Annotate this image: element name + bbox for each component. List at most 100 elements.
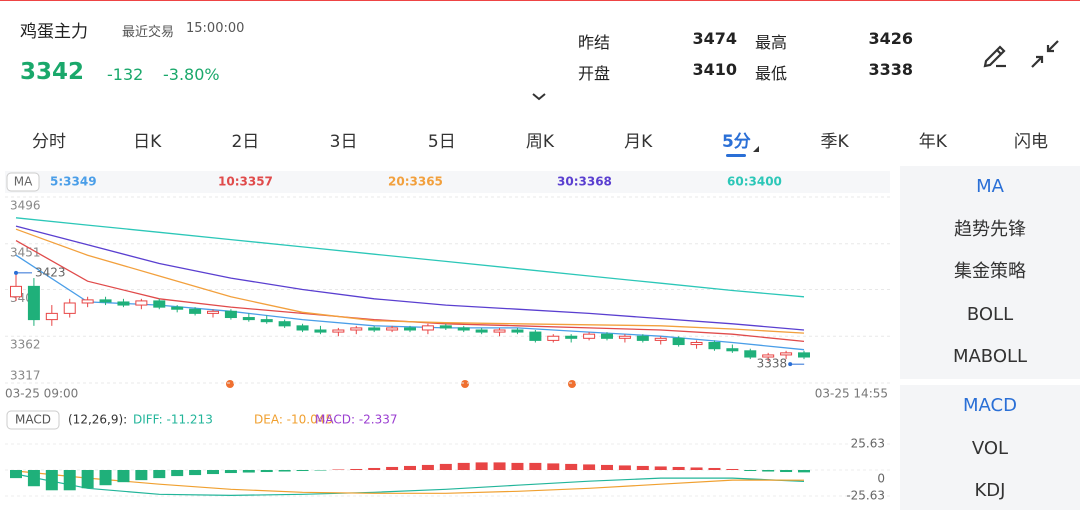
tab[interactable]: 2日 — [231, 132, 260, 152]
last-price: 3342 — [20, 59, 85, 85]
side-menu-item[interactable]: MACD — [963, 395, 1017, 416]
macd-bar — [10, 470, 22, 479]
side-menu-item[interactable]: BOLL — [966, 303, 1014, 325]
macd-bar — [332, 469, 345, 470]
macd-bar — [153, 470, 166, 479]
ma-badge[interactable] — [6, 172, 40, 192]
candle-body — [207, 310, 219, 314]
candle-body — [601, 333, 613, 339]
candle-body — [63, 302, 76, 314]
candle-body — [171, 306, 184, 310]
macd-bar — [618, 465, 631, 470]
candle-body — [493, 329, 506, 333]
tab[interactable]: 闪电 — [1014, 132, 1048, 152]
candle-body — [81, 299, 94, 304]
macd-bar — [27, 470, 40, 487]
y-tick-label: 25.63 — [851, 437, 885, 451]
candle-body — [314, 329, 327, 333]
tab[interactable]: 5分 — [721, 132, 751, 152]
candle-body — [565, 335, 578, 339]
macd-line — [15, 470, 805, 494]
tab-menu-mark — [753, 146, 759, 152]
indicator-name: MACD — [15, 413, 51, 427]
candle-body — [726, 348, 739, 352]
tab[interactable]: 季K — [820, 132, 849, 152]
tab[interactable]: 分时 — [32, 132, 66, 152]
macd-bar — [726, 468, 739, 470]
ma-line — [15, 217, 805, 298]
macd-bar — [63, 470, 76, 491]
macd-bar — [636, 465, 649, 470]
candle-body — [260, 319, 273, 323]
price-change-pct: -3.80% — [163, 65, 220, 84]
high-label: 3423 — [35, 265, 66, 279]
macd-bar — [368, 467, 381, 470]
candle-body — [189, 308, 202, 314]
event-dot[interactable] — [568, 380, 576, 388]
candle-body — [780, 352, 793, 356]
y-tick-label: 3496 — [10, 199, 41, 213]
ma-line — [15, 228, 805, 334]
trade-time: 15:00:00 — [186, 21, 245, 36]
candle-body — [654, 337, 667, 341]
macd-bar — [404, 465, 416, 470]
macd-badge[interactable] — [6, 410, 60, 430]
candle-body — [224, 310, 237, 319]
expand-chevron[interactable] — [532, 93, 546, 101]
event-dot[interactable] — [226, 380, 234, 388]
stat-label: 最低 — [755, 64, 788, 83]
side-menu-item[interactable]: VOL — [971, 437, 1009, 459]
side-menu-item[interactable]: 趋势先锋 — [954, 218, 1026, 240]
candle-body — [99, 299, 112, 303]
macd-bar — [171, 470, 184, 477]
candle-body — [45, 312, 58, 321]
legend-entry: 60:3400 — [727, 175, 782, 189]
chart-bg — [0, 166, 895, 510]
macd-line — [15, 473, 805, 497]
macd-bar — [278, 470, 291, 472]
macd-bar — [744, 470, 757, 472]
tab[interactable]: 月K — [624, 132, 653, 152]
indicator-name: MA — [14, 175, 33, 189]
legend-entry: DEA: -10.045 — [254, 413, 333, 427]
tab[interactable]: 3日 — [329, 132, 358, 152]
tab[interactable]: 日K — [133, 132, 162, 152]
macd-bar — [350, 468, 363, 470]
side-menu-item[interactable]: MABOLL — [952, 346, 1028, 367]
candle-body — [672, 337, 685, 346]
collapse-icon[interactable] — [1031, 40, 1059, 68]
macd-bar — [189, 470, 202, 476]
y-tick-label: 0 — [877, 472, 885, 486]
edit-icon[interactable] — [983, 45, 1006, 68]
stat-label: 开盘 — [578, 64, 611, 83]
macd-bar — [708, 467, 721, 470]
macd-bar — [762, 470, 775, 472]
contract-name: 鸡蛋主力 — [20, 22, 88, 42]
macd-bar — [798, 470, 810, 473]
price-change: -132 — [107, 65, 144, 84]
candle-body — [10, 285, 22, 298]
candle-body — [153, 300, 166, 308]
macd-bar — [99, 470, 112, 486]
candle-body — [350, 327, 363, 331]
candle-body — [278, 321, 291, 327]
legend-entry: 10:3357 — [218, 175, 273, 189]
tab[interactable]: 周K — [525, 132, 555, 152]
candle-body — [547, 335, 560, 341]
macd-bar — [529, 462, 542, 470]
candle-body — [439, 325, 452, 329]
macd-bar — [260, 470, 273, 473]
y-tick-label: 3317 — [10, 369, 41, 383]
legend-entry: DIFF: -11.213 — [133, 413, 213, 427]
side-menu-item[interactable]: 集金策略 — [954, 261, 1026, 282]
side-menu-item[interactable]: MA — [976, 176, 1004, 197]
macd-bar — [45, 470, 58, 491]
side-menu-item[interactable]: KDJ — [974, 480, 1006, 501]
candle-body — [529, 331, 542, 341]
tab[interactable]: 年K — [918, 132, 947, 152]
side-menu-sub: MACD VOL KDJ — [900, 385, 1080, 510]
event-dot[interactable] — [461, 380, 469, 388]
tab[interactable]: 5日 — [427, 132, 456, 152]
candle-body — [135, 300, 148, 306]
